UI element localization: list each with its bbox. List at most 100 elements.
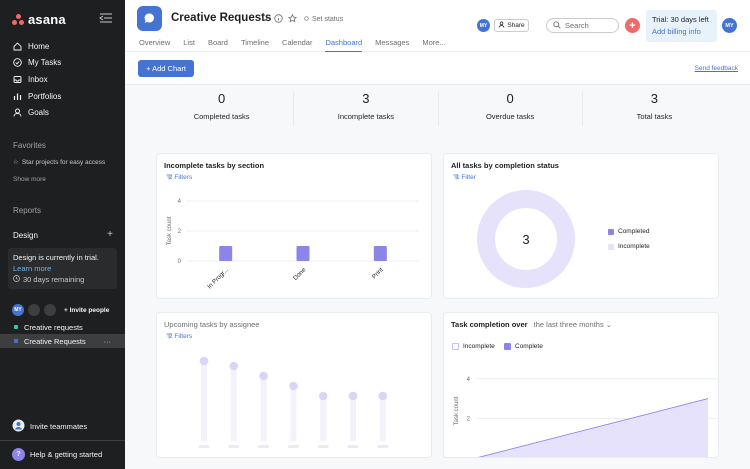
tab-board[interactable]: Board: [207, 38, 228, 47]
quick-add-button[interactable]: +: [625, 18, 640, 33]
status-dot-icon: [304, 16, 309, 23]
project-more-icon[interactable]: ···: [103, 336, 112, 346]
help-button[interactable]: ? Help & getting started: [12, 448, 102, 461]
share-button[interactable]: Share: [494, 19, 529, 32]
chart-card-incomplete-by-section[interactable]: Incomplete tasks by section 2 Filters 0 2…: [156, 153, 432, 299]
search-box[interactable]: [546, 18, 619, 33]
y-tick-label: 4: [467, 377, 471, 383]
tab-more[interactable]: More...: [422, 38, 446, 47]
invite-teammates-button[interactable]: Invite teammates: [12, 419, 87, 434]
lollipop-stem: [201, 361, 207, 441]
legend-label: Incomplete: [618, 243, 650, 250]
help-icon: ?: [12, 448, 25, 461]
legend-label: Completed: [618, 228, 650, 235]
x-tick-label: In Progr...: [206, 266, 230, 290]
invite-people-label: Invite people: [69, 306, 110, 314]
lollipop-point: [318, 391, 328, 401]
sidebar-item-goals[interactable]: Goals: [8, 104, 118, 121]
set-status-button[interactable]: Set status: [304, 16, 343, 23]
favorites-heading[interactable]: Favorites: [13, 141, 46, 150]
share-label: Share: [507, 22, 525, 29]
show-more-link[interactable]: Show more: [13, 176, 46, 183]
stat-label: Completed tasks: [193, 112, 250, 121]
invite-people-button[interactable]: + Invite people: [64, 306, 110, 314]
chevron-down-icon[interactable]: [261, 15, 269, 25]
sidebar-project-creative-requests-active[interactable]: Creative Requests ···: [0, 334, 125, 348]
bar: [373, 246, 387, 261]
add-team-project-icon[interactable]: +: [107, 229, 113, 240]
filters-button[interactable]: 1 Filter: [453, 174, 476, 181]
bar-chart-icon: [13, 92, 22, 101]
sidebar-project-creative-requests[interactable]: Creative requests: [0, 320, 125, 334]
time-range-select[interactable]: the last three months ⌄: [534, 320, 612, 329]
speech-bubble-icon: [144, 13, 155, 23]
send-feedback-link[interactable]: Send feedback: [694, 65, 738, 72]
tab-dashboard[interactable]: Dashboard: [325, 38, 363, 53]
sidebar-item-inbox[interactable]: Inbox: [8, 71, 118, 88]
tab-overview[interactable]: Overview: [139, 38, 171, 47]
search-input[interactable]: [565, 21, 615, 30]
stat-value: 0: [506, 91, 514, 106]
team-members-row: MY + Invite people: [12, 304, 109, 316]
add-billing-link[interactable]: Add billing info: [652, 27, 701, 36]
inbox-icon: [13, 75, 22, 84]
bar-chart: 0 2 4 Task count In Progr... Done Print: [167, 199, 419, 290]
profile-avatar[interactable]: MY: [722, 18, 737, 33]
stat-completed[interactable]: 0 Completed tasks: [150, 91, 295, 126]
title-actions: Set status: [261, 13, 343, 25]
team-name[interactable]: Design: [13, 231, 38, 240]
lollipop-chart: [198, 356, 389, 448]
sidebar-item-portfolios[interactable]: Portfolios: [8, 88, 118, 105]
asana-logo[interactable]: asana: [12, 12, 66, 27]
avatar[interactable]: MY: [12, 304, 24, 316]
lollipop-point: [378, 391, 388, 401]
pie-slice: [477, 190, 575, 288]
sidebar-item-my-tasks[interactable]: My Tasks: [8, 55, 118, 72]
tab-list[interactable]: List: [183, 38, 195, 47]
chart-card-upcoming-by-assignee[interactable]: Upcoming tasks by assignee 2 Filters: [156, 312, 432, 458]
chart-card-completion-over-time[interactable]: Task completion over the last three mont…: [443, 312, 719, 458]
filters-label: 2 Filters: [169, 333, 193, 340]
reports-heading[interactable]: Reports: [13, 206, 42, 215]
chart-title: Incomplete tasks by section: [164, 161, 265, 170]
project-label: Creative Requests: [24, 336, 86, 346]
learn-more-link[interactable]: Learn more: [13, 264, 52, 273]
stat-incomplete[interactable]: 3 Incomplete tasks: [294, 91, 439, 126]
tab-timeline[interactable]: Timeline: [240, 38, 270, 47]
legend-completed: Completed: [608, 228, 649, 235]
tab-calendar[interactable]: Calendar: [282, 38, 313, 47]
tab-messages[interactable]: Messages: [375, 38, 410, 47]
x-tick-placeholder: [198, 445, 210, 448]
lollipop-stem: [320, 396, 327, 441]
filters-button[interactable]: 2 Filters: [166, 333, 192, 340]
x-tick-placeholder: [347, 445, 359, 448]
page-title[interactable]: Creative Requests: [171, 12, 272, 24]
add-chart-button[interactable]: + Add Chart: [138, 60, 194, 77]
stat-label: Total tasks: [636, 112, 673, 121]
y-axis-label: Task count: [167, 216, 173, 245]
star-icon[interactable]: [288, 13, 297, 25]
team-trial-box: Design is currently in trial. Learn more…: [8, 248, 117, 289]
stat-value: 3: [650, 91, 658, 106]
stat-total[interactable]: 3 Total tasks: [583, 91, 726, 126]
project-icon[interactable]: [137, 6, 162, 31]
favorites-hint-text: Star projects for easy access: [21, 158, 106, 166]
chart-title-row: Task completion over the last three mont…: [451, 320, 612, 329]
filters-button[interactable]: 2 Filters: [166, 174, 192, 181]
sidebar-item-label: Portfolios: [28, 91, 62, 101]
home-icon: [13, 42, 22, 51]
logo-text: asana: [28, 12, 66, 27]
lollipop-stem: [230, 366, 237, 441]
collapse-sidebar-icon[interactable]: [99, 13, 113, 23]
lollipop-stem: [260, 376, 267, 441]
x-tick-label: Done: [292, 266, 308, 282]
sidebar-item-home[interactable]: Home: [8, 38, 118, 55]
chart-card-by-completion[interactable]: All tasks by completion status 1 Filter …: [443, 153, 719, 299]
info-icon[interactable]: [274, 14, 283, 25]
line-incomplete: [478, 398, 709, 457]
stat-overdue[interactable]: 0 Overdue tasks: [439, 91, 583, 126]
time-range-label: the last three months: [533, 320, 604, 329]
x-tick-placeholder: [258, 445, 270, 448]
avatar[interactable]: MY: [477, 19, 490, 32]
stat-value: 0: [218, 91, 226, 106]
